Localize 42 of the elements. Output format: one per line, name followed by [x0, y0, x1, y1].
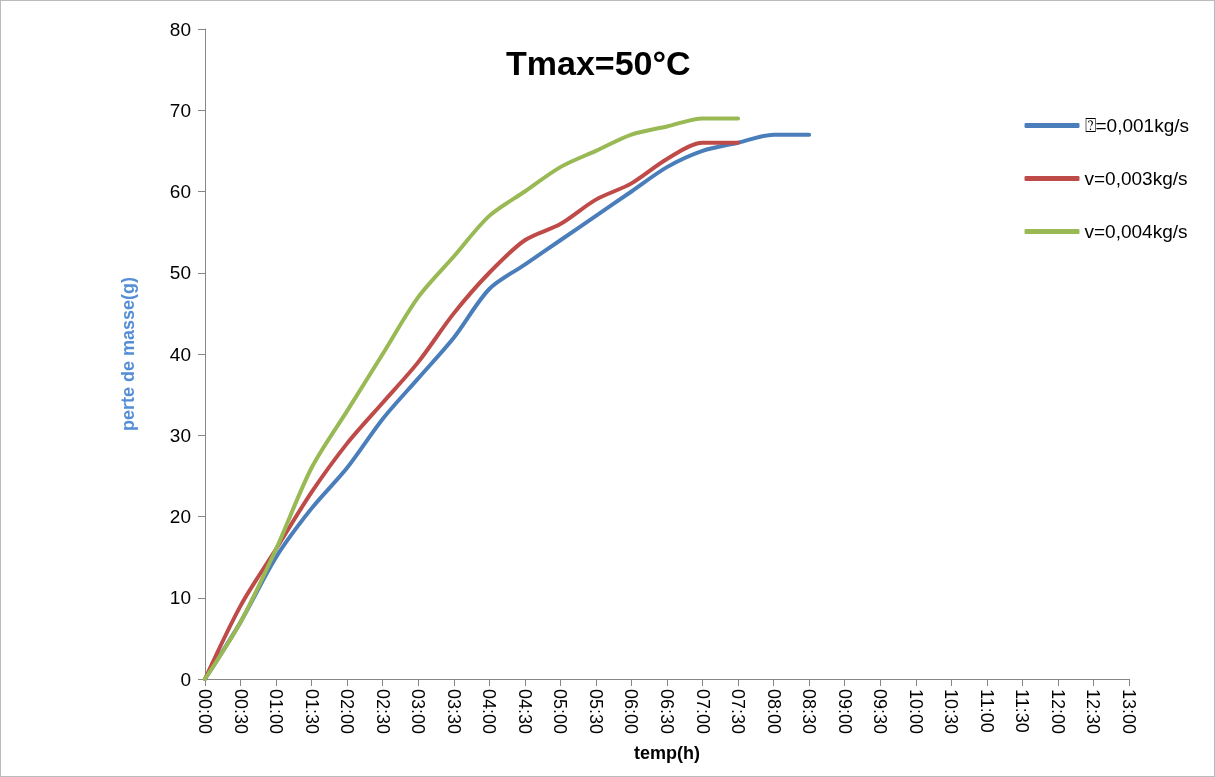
x-tick-label: 03:00: [408, 689, 429, 735]
legend-label: v=0,004kg/s: [1084, 221, 1188, 242]
x-tick-label: 00:00: [195, 689, 215, 735]
legend-label: ⍰=0,001kg/s: [1084, 115, 1190, 136]
y-axis-title: perte de masse(g): [118, 276, 138, 432]
x-tick-label: 02:00: [337, 689, 358, 735]
x-tick-label: 01:00: [266, 689, 287, 735]
x-tick-label: 06:00: [621, 689, 642, 735]
x-tick-label: 10:30: [941, 689, 962, 735]
y-tick-label: 50: [169, 262, 191, 284]
y-tick-label: 40: [169, 343, 191, 365]
x-tick-label: 04:00: [479, 689, 500, 735]
x-tick-label: 11:00: [976, 689, 997, 733]
x-tick-label: 04:30: [514, 689, 535, 735]
x-tick-label: 07:00: [692, 689, 713, 735]
x-tick-label: 09:30: [870, 689, 891, 735]
x-tick-label: 01:30: [301, 689, 322, 735]
x-tick-label: 05:00: [550, 689, 571, 735]
x-tick-label: 00:30: [230, 689, 251, 735]
x-tick-label: 06:30: [657, 689, 677, 735]
x-tick-label: 07:30: [728, 689, 749, 735]
y-tick-label: 80: [169, 18, 191, 40]
y-tick-label: 20: [169, 506, 191, 527]
y-tick-label: 10: [169, 587, 191, 609]
x-tick-label: 03:30: [443, 689, 464, 735]
x-tick-label: 13:00: [1119, 689, 1139, 735]
x-tick-label: 12:00: [1047, 689, 1068, 735]
x-tick-label: 12:30: [1083, 689, 1104, 735]
x-tick-label: 11:30: [1012, 689, 1033, 733]
x-axis-title: temp(h): [634, 743, 700, 763]
y-tick-label: 0: [180, 668, 191, 690]
x-tick-label: 10:00: [905, 689, 926, 735]
x-tick-label: 05:30: [585, 689, 606, 735]
legend-label: v=0,003kg/s: [1084, 168, 1188, 189]
x-tick-label: 08:30: [799, 689, 820, 735]
y-tick-label: 30: [169, 424, 191, 446]
x-tick-label: 09:00: [834, 689, 855, 735]
x-tick-label: 08:00: [763, 689, 784, 735]
y-tick-label: 70: [169, 99, 191, 121]
x-tick-label: 02:30: [372, 689, 393, 735]
y-tick-label: 60: [169, 181, 191, 202]
chart-title: Tmax=50°C: [506, 44, 691, 82]
